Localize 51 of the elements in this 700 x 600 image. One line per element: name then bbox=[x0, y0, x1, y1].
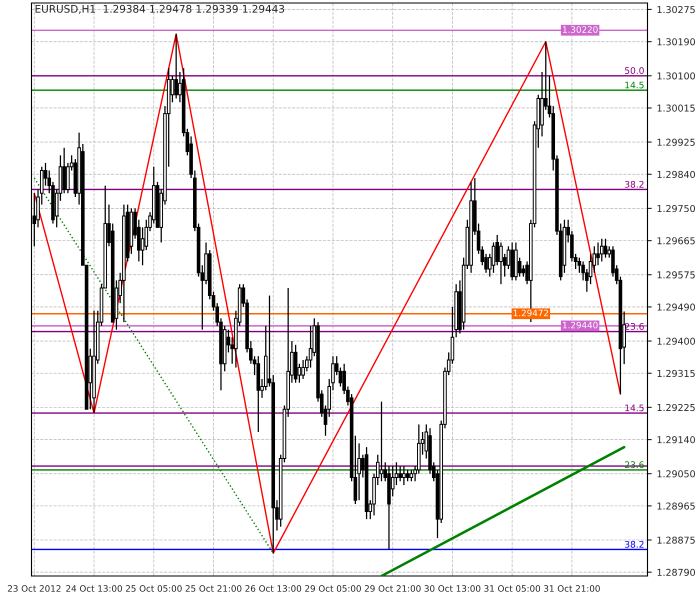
candlestick bbox=[402, 465, 406, 486]
y-tick-label: 1.29225 bbox=[658, 404, 695, 412]
y-tick-label: 1.30275 bbox=[658, 6, 695, 14]
y-tick-label: 1.29925 bbox=[658, 138, 695, 146]
y-tick-label: 1.29750 bbox=[658, 204, 695, 212]
x-tick-label: 29 Oct 05:00 bbox=[305, 585, 361, 592]
candlestick bbox=[596, 242, 600, 266]
y-tick-label: 1.28965 bbox=[658, 502, 695, 510]
y-tick-label: 1.29840 bbox=[658, 170, 695, 178]
x-tick-label: 25 Oct 21:00 bbox=[186, 585, 242, 592]
candlestick bbox=[62, 147, 66, 194]
y-tick-label: 1.29490 bbox=[658, 304, 695, 311]
annotation: 38.2 bbox=[625, 180, 644, 188]
x-tick-label: 31 Oct 21:00 bbox=[544, 585, 600, 592]
x-tick-label: 26 Oct 13:00 bbox=[245, 585, 302, 592]
y-tick-label: 1.30100 bbox=[658, 72, 695, 80]
candlestick bbox=[380, 401, 384, 482]
ref-line-label: 1.30220 bbox=[562, 26, 598, 33]
x-tick-label: 30 Oct 13:00 bbox=[424, 585, 480, 592]
annotation: 38.2 bbox=[625, 540, 644, 548]
candlestick bbox=[604, 238, 608, 258]
x-tick-label: 24 Oct 13:00 bbox=[66, 585, 122, 592]
candlestick bbox=[600, 238, 604, 262]
candlestick bbox=[522, 264, 526, 278]
candlestick bbox=[410, 469, 414, 482]
annotation: 14.5 bbox=[625, 82, 644, 88]
x-tick-label: 25 Oct 05:00 bbox=[126, 585, 182, 592]
candlestick bbox=[301, 359, 305, 380]
annotation: 50.0 bbox=[625, 67, 644, 74]
candlestick bbox=[406, 469, 410, 482]
candlestick bbox=[174, 33, 178, 100]
y-tick-label: 1.30190 bbox=[658, 38, 695, 46]
annotation: 14.5 bbox=[625, 404, 644, 412]
line-series bbox=[34, 33, 622, 554]
y-tick-label: 1.29665 bbox=[658, 237, 695, 244]
y-tick-label: 1.29400 bbox=[658, 338, 695, 345]
x-tick-label: 29 Oct 21:00 bbox=[364, 585, 421, 592]
y-tick-label: 1.29575 bbox=[658, 271, 695, 278]
x-tick-label: 23 Oct 2012 bbox=[8, 585, 60, 592]
y-tick-label: 1.29140 bbox=[658, 436, 695, 444]
y-tick-label: 1.30015 bbox=[658, 104, 695, 112]
ref-line-label: 1.29440 bbox=[562, 322, 598, 328]
y-tick-label: 1.28875 bbox=[658, 536, 695, 544]
y-tick-label: 1.29315 bbox=[658, 370, 695, 377]
y-tick-label: 1.28790 bbox=[658, 568, 695, 576]
y-tick-label: 1.29050 bbox=[658, 470, 695, 478]
chart-title: EURUSD,H1 1.29384 1.29478 1.29339 1.29443 bbox=[36, 4, 284, 14]
ref-line-label: 1.29472 bbox=[514, 310, 548, 316]
x-tick-label: 31 Oct 05:00 bbox=[484, 585, 540, 592]
candlestick bbox=[398, 465, 402, 482]
candlestick bbox=[499, 242, 503, 285]
